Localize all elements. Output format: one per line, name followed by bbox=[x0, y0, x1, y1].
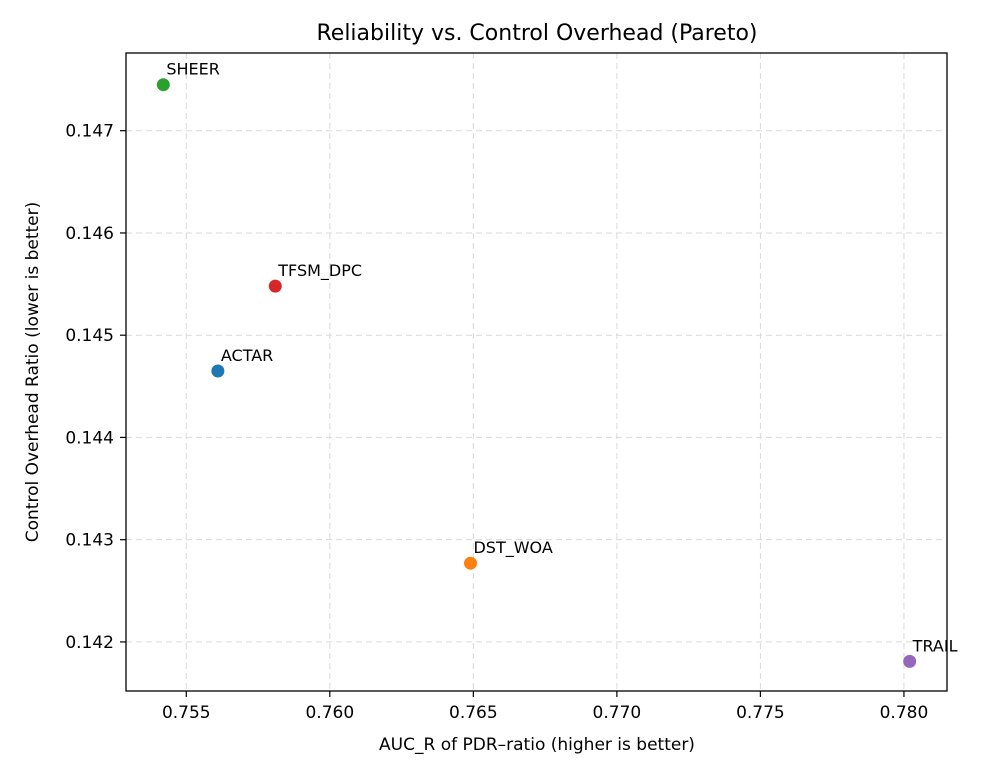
data-point-label: SHEER bbox=[166, 60, 220, 79]
y-tick-label: 0.143 bbox=[65, 531, 114, 551]
y-tick-label: 0.147 bbox=[65, 122, 114, 142]
data-point-label: TFSM_DPC bbox=[277, 261, 362, 281]
y-tick-label: 0.146 bbox=[65, 224, 114, 244]
x-tick-label: 0.755 bbox=[162, 703, 211, 723]
x-axis-label: AUC_R of PDR–ratio (higher is better) bbox=[379, 735, 695, 755]
data-point bbox=[268, 279, 282, 293]
plot-frame bbox=[125, 52, 948, 692]
data-points: ACTAR DST_WOA SHEER TFSM_DPC TRAIL bbox=[156, 60, 958, 668]
x-tick-label: 0.770 bbox=[593, 703, 642, 723]
y-tick-label: 0.145 bbox=[65, 326, 114, 346]
data-point bbox=[463, 556, 477, 570]
axis-ticks: 0.755 0.760 0.765 0.770 0.775 0.780 0.142 0.143… bbox=[65, 122, 928, 723]
chart-title: Reliability vs. Control Overhead (Pareto… bbox=[316, 21, 757, 46]
y-axis-label: Control Overhead Ratio (lower is better) bbox=[23, 202, 43, 543]
x-tick-label: 0.760 bbox=[305, 703, 354, 723]
data-point bbox=[211, 364, 225, 378]
data-point bbox=[156, 78, 170, 92]
y-tick-label: 0.142 bbox=[65, 633, 114, 653]
x-tick-label: 0.775 bbox=[736, 703, 785, 723]
grid bbox=[126, 53, 947, 691]
data-point-label: DST_WOA bbox=[473, 538, 552, 558]
y-tick-label: 0.144 bbox=[65, 428, 114, 448]
data-point-label: TRAIL bbox=[912, 636, 958, 655]
x-tick-label: 0.780 bbox=[880, 703, 929, 723]
data-point bbox=[903, 654, 917, 668]
data-point-label: ACTAR bbox=[221, 346, 273, 365]
x-tick-label: 0.765 bbox=[449, 703, 498, 723]
